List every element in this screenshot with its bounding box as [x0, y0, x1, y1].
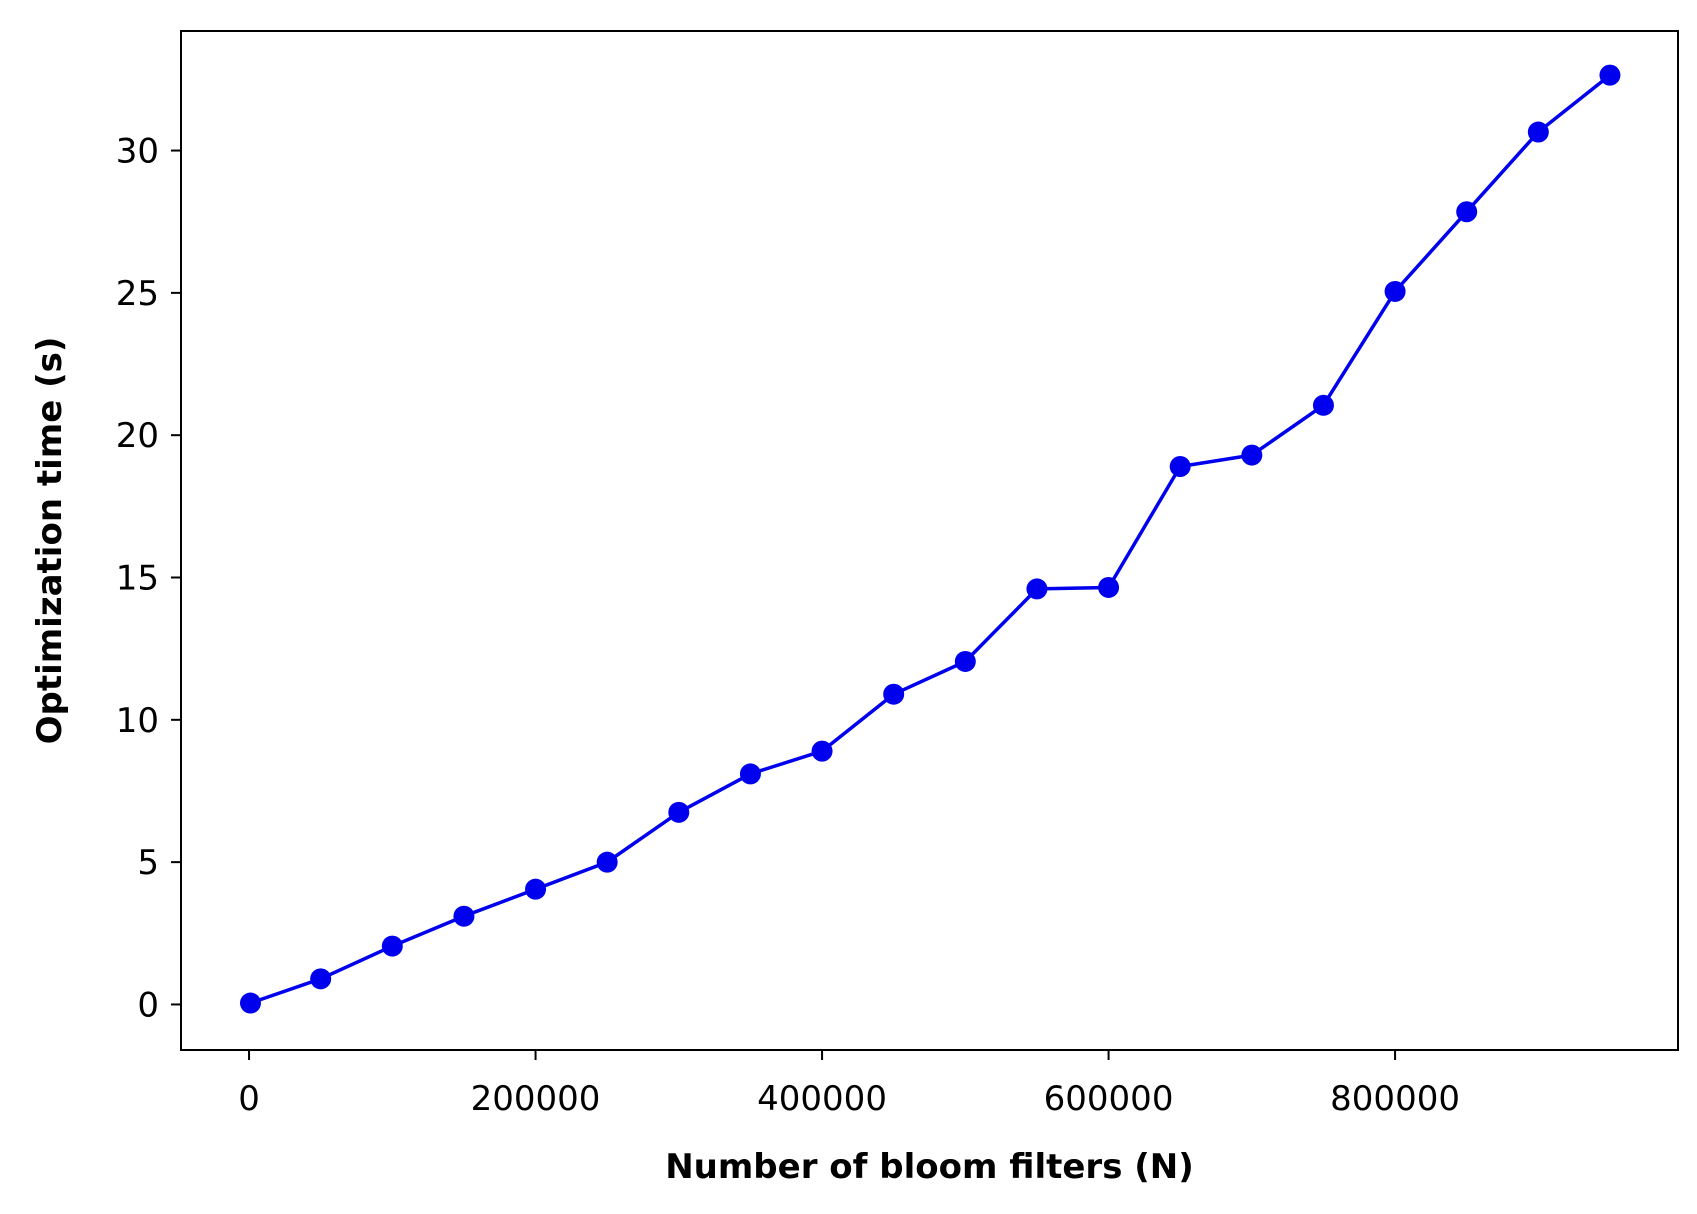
data-point: [596, 851, 618, 873]
data-point: [1599, 64, 1621, 86]
data-point: [954, 650, 976, 672]
data-point: [525, 878, 547, 900]
data-point: [1384, 280, 1406, 302]
plot-area: [181, 31, 1678, 1050]
data-point: [1527, 121, 1549, 143]
y-axis-title: Optimization time (s): [30, 337, 70, 745]
data-point: [668, 801, 690, 823]
y-tick-label: 5: [137, 843, 159, 883]
y-axis-ticks: 0 5 10 15 20 25 30: [116, 132, 181, 1025]
data-point: [883, 683, 905, 705]
x-tick-label: 200000: [471, 1079, 601, 1119]
y-tick-label: 15: [116, 559, 159, 599]
data-point: [811, 740, 833, 762]
plot-frame: [180, 30, 1679, 1051]
series-line: [249, 73, 1612, 1005]
series-layer: [239, 64, 1621, 1014]
data-point: [453, 905, 475, 927]
x-tick-label: 0: [238, 1079, 260, 1119]
y-tick-label: 20: [116, 416, 159, 456]
x-tick-label: 400000: [757, 1079, 887, 1119]
data-point: [1456, 201, 1478, 223]
y-tick-label: 10: [116, 701, 159, 741]
y-tick-label: 30: [116, 132, 159, 172]
data-point: [739, 763, 761, 785]
y-tick-label: 0: [137, 985, 159, 1025]
data-point: [1026, 578, 1048, 600]
x-tick-label: 800000: [1330, 1079, 1460, 1119]
data-point: [1312, 394, 1334, 416]
y-tick-label: 25: [116, 274, 159, 314]
data-point: [1098, 576, 1120, 598]
data-point: [310, 968, 332, 990]
data-point: [381, 935, 403, 957]
x-tick-label: 600000: [1044, 1079, 1174, 1119]
data-point: [239, 992, 261, 1014]
x-axis-ticks: 0 200000 400000 600000 800000: [238, 1050, 1460, 1119]
data-point: [1169, 455, 1191, 477]
data-point: [1241, 444, 1263, 466]
x-axis-title: Number of bloom filters (N): [665, 1147, 1194, 1187]
